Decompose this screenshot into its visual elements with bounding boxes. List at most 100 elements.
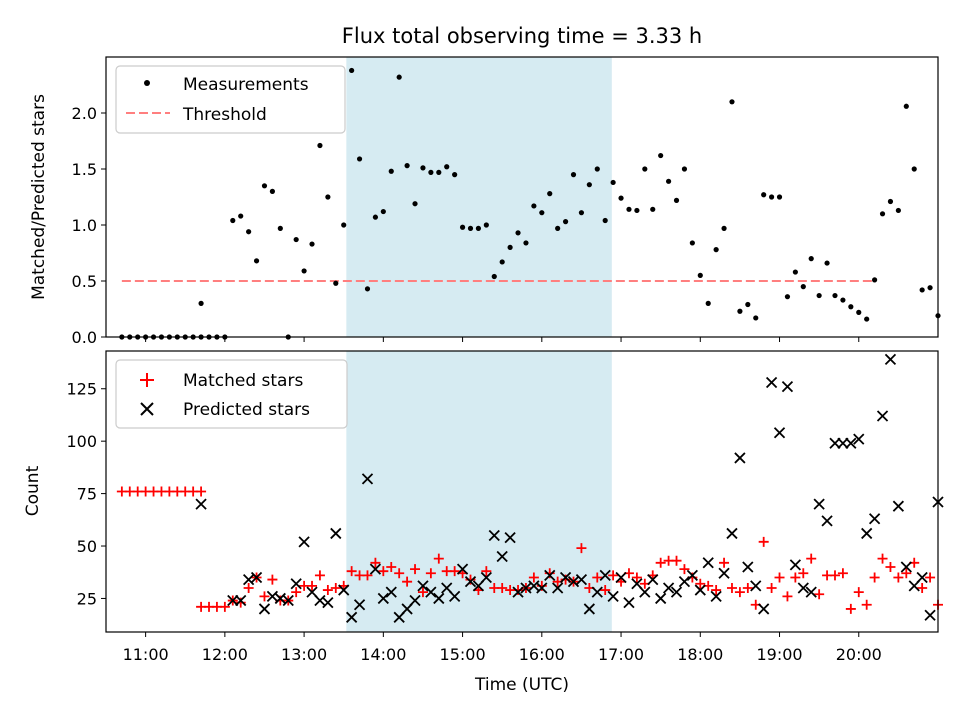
measurement-point [341,222,347,228]
predicted-star-point [694,584,706,596]
measurement-point [444,164,450,170]
predicted-star-point [559,571,572,584]
predicted-star-point [322,597,334,609]
predicted-star-point [504,531,516,544]
predicted-star-point [647,573,659,586]
predicted-star-point [282,594,294,607]
predicted-star-point [655,592,667,605]
predicted-star-point [195,498,207,510]
predicted-star-point [710,590,722,602]
measurement-point [372,214,379,220]
predicted-star-point [789,559,802,571]
matched-star-point [592,572,603,583]
matched-star-point [671,555,682,566]
predicted-star-point [734,452,746,464]
measurement-point [927,285,933,291]
measurement-point [864,316,870,322]
predicted-star-point [338,584,350,596]
measurement-point [792,269,798,275]
matched-star-point [829,570,840,581]
measurement-point [404,163,410,169]
measurement-point [388,168,394,174]
predicted-star-point [512,586,524,598]
measurement-point [238,213,244,219]
predicted-star-point [456,563,469,575]
matched-star-point [417,587,428,598]
matched-star-point [386,561,397,572]
measurement-point [745,301,751,308]
x-tick-label: 17:00 [598,645,644,664]
predicted-star-point [678,576,691,588]
matched-star-point [196,486,207,497]
bottom-y-tick-label: 25 [77,589,97,608]
measurement-point [349,67,355,74]
bottom-y-tick-label: 100 [66,432,97,451]
measurement-point [634,207,640,214]
matched-star-point [481,566,492,577]
matched-star-point [291,587,302,598]
x-tick-label: 16:00 [519,645,565,664]
top-panel: 0.00.51.01.52.0 Matched/Predicted stars … [29,56,941,347]
matched-star-point [742,582,753,593]
predicted-star-point [544,569,556,582]
matched-star-point [766,582,777,593]
measurement-point [578,210,585,216]
measurement-point [317,142,323,149]
matched-star-point [410,564,421,575]
measurement-point [523,240,529,246]
bottom-legend-box [115,359,348,429]
measurement-point [269,188,275,194]
matched-star-point [235,597,246,608]
measurement-point [483,222,489,228]
top-y-tick-label: 0.5 [72,272,97,291]
measurement-point [689,240,695,246]
predicted-star-point [528,580,540,592]
predicted-star-point [813,498,825,510]
matched-star-point [425,568,436,579]
predicted-star-point [876,410,889,422]
predicted-star-point [377,592,389,605]
predicted-star-point [853,433,865,445]
matched-star-point [576,543,587,554]
measurement-point [309,241,315,247]
matched-star-point [259,591,270,602]
measurement-point [412,201,418,207]
measurement-point [642,166,648,172]
legend-predicted-marker [140,402,154,416]
x-tick-label: 18:00 [677,645,723,664]
measurement-point [618,195,624,201]
x-tick-label: 15:00 [440,645,486,664]
predicted-star-point [235,594,247,607]
top-x-axis-ticks [145,337,860,342]
matched-star-point [726,582,737,593]
bottom-panel: 25 50 75 100 125 11:00 12:00 13:00 14:00 15:00 16… [23,350,944,695]
predicted-star-point [425,586,437,598]
matched-star-point [433,553,444,564]
predicted-star-point [314,594,326,607]
matched-star-point [925,572,936,583]
matched-star-point [330,582,341,593]
top-y-tick-label: 1.5 [72,160,97,179]
matched-star-point [901,568,912,579]
legend-threshold-label: Threshold [182,105,267,125]
measurement-point [808,256,814,262]
x-tick-label: 13:00 [281,645,327,664]
predicted-star-point [924,609,936,621]
measurement-point [570,172,577,178]
x-tick-label: 14:00 [360,645,406,664]
predicted-star-point [639,586,651,598]
predicted-star-point [726,527,738,540]
predicted-star-point [536,582,548,594]
predicted-star-point [385,586,397,598]
measurement-point [911,166,917,172]
measurement-point [539,210,545,216]
matched-star-point [528,572,539,583]
predicted-star-point [797,582,809,594]
matched-star-point [322,585,333,596]
measurement-point [903,103,909,109]
measurement-point [364,286,371,292]
measurement-point [531,203,537,209]
predicted-star-point [884,353,897,366]
matched-star-point [394,568,405,579]
predicted-star-point [805,586,817,598]
